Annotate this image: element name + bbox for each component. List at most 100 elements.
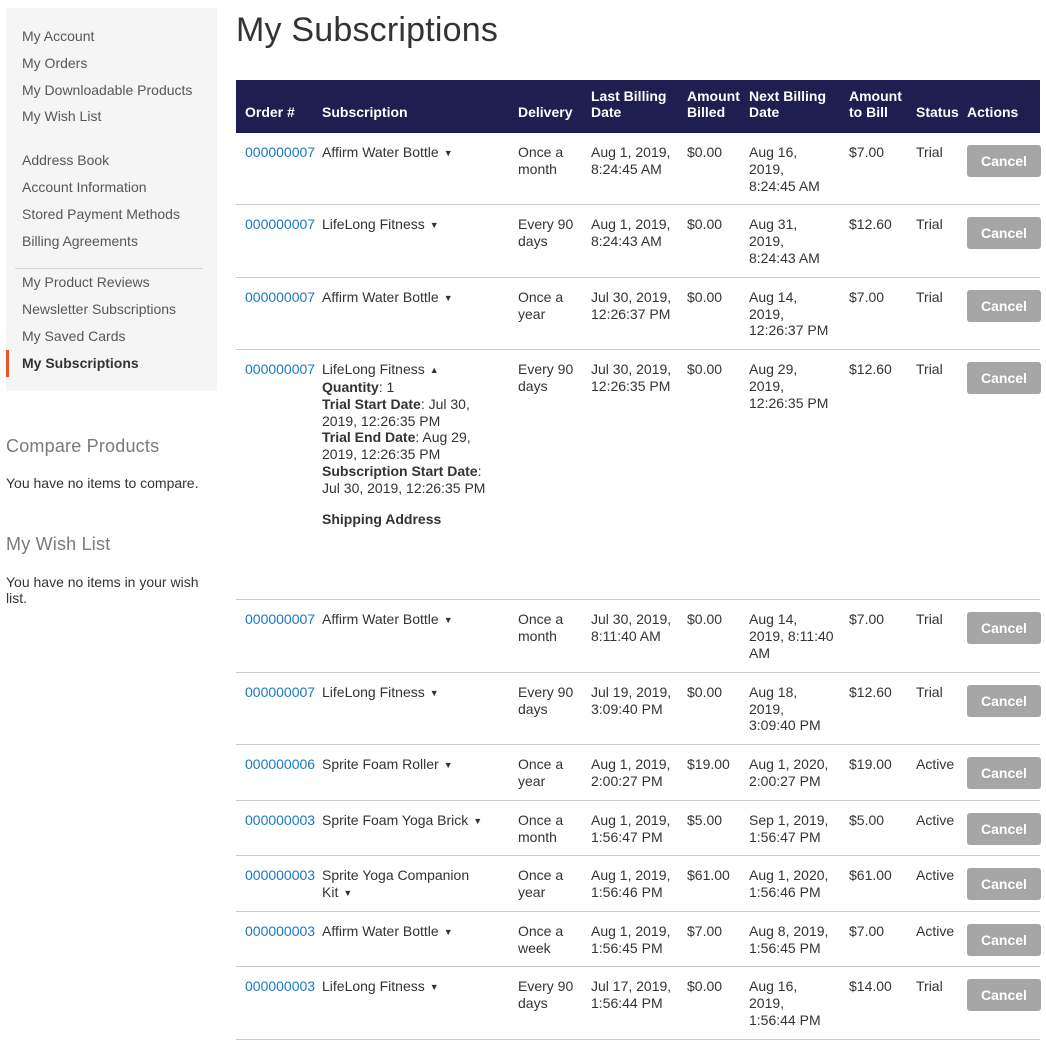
last-billing-cell: Aug 1, 2019, 8:24:45 AM <box>582 132 678 206</box>
left-column: My Account My Orders My Downloadable Produ… <box>6 8 217 607</box>
order-link[interactable]: 000000003 <box>245 978 316 995</box>
cancel-button[interactable]: Cancel <box>967 812 1041 845</box>
actions-cell: Cancel <box>958 911 1041 968</box>
amount-billed-cell: $0.00 <box>678 132 740 206</box>
cancel-button[interactable]: Cancel <box>967 757 1041 790</box>
sidebar-item-account-information[interactable]: Account Information <box>22 178 147 195</box>
cancel-button[interactable]: Cancel <box>967 217 1041 250</box>
expand-arrow-icon[interactable]: ▼ <box>443 926 453 937</box>
sidebar-item-my-product-reviews[interactable]: My Product Reviews <box>22 274 150 291</box>
status-cell: Active <box>907 855 958 912</box>
expand-arrow-icon[interactable]: ▼ <box>443 615 453 626</box>
amount-billed-cell: $0.00 <box>678 204 740 278</box>
last-billing-cell: Jul 30, 2019, 12:26:37 PM <box>582 277 678 351</box>
actions-cell: Cancel <box>958 599 1041 673</box>
expand-arrow-icon[interactable]: ▼ <box>429 982 439 993</box>
cancel-button[interactable]: Cancel <box>967 923 1041 956</box>
subscription-row: 000000003 Sprite Foam Yoga Brick ▼ Once a m… <box>236 800 1041 857</box>
delivery-cell: Once a year <box>509 277 582 351</box>
sidebar-item-billing-agreements[interactable]: Billing Agreements <box>22 232 138 249</box>
status-cell: Trial <box>907 966 958 1040</box>
cancel-button[interactable]: Cancel <box>967 362 1041 395</box>
order-cell: 000000007 <box>236 599 316 673</box>
order-link[interactable]: 000000003 <box>245 867 316 884</box>
sidebar-item-newsletter-subscriptions[interactable]: Newsletter Subscriptions <box>22 301 177 318</box>
amount-to-bill-cell: $5.00 <box>840 800 907 857</box>
cancel-button[interactable]: Cancel <box>967 684 1041 717</box>
subscription-toggle[interactable]: Affirm Water Bottle ▼ <box>322 923 503 940</box>
expand-arrow-icon[interactable]: ▼ <box>429 220 439 231</box>
wishlist-empty-text: You have no items in your wish list. <box>6 573 199 607</box>
subscription-row: 000000006 Sprite Foam Roller ▼ Once a year A… <box>236 744 1041 801</box>
expand-arrow-icon[interactable]: ▼ <box>429 687 439 698</box>
delivery-cell: Once a year <box>509 855 582 912</box>
subscription-toggle[interactable]: LifeLong Fitness ▼ <box>322 684 503 701</box>
subscription-name: Affirm Water Bottle <box>322 611 439 628</box>
subscription-cell: Affirm Water Bottle ▼ <box>313 132 509 206</box>
subscription-toggle[interactable]: Affirm Water Bottle ▼ <box>322 144 503 161</box>
subscription-toggle[interactable]: Affirm Water Bottle ▼ <box>322 289 503 306</box>
cancel-button[interactable]: Cancel <box>967 289 1041 322</box>
order-link[interactable]: 000000006 <box>245 756 316 773</box>
sidebar-item-my-subscriptions[interactable]: My Subscriptions <box>6 349 217 377</box>
subscription-toggle[interactable]: Sprite Foam Roller ▼ <box>322 756 503 773</box>
order-cell: 000000003 <box>236 966 316 1040</box>
order-link[interactable]: 000000007 <box>245 288 316 305</box>
subscriptions-table-body: 000000007 Affirm Water Bottle ▼ Once a mont… <box>236 132 1041 1040</box>
wishlist-title: My Wish List <box>6 533 111 554</box>
subscription-name: LifeLong Fitness <box>322 216 425 233</box>
order-link[interactable]: 000000007 <box>245 683 316 700</box>
sidebar-item-my-account[interactable]: My Account <box>22 28 95 44</box>
cancel-button[interactable]: Cancel <box>967 979 1041 1012</box>
subscription-toggle[interactable]: LifeLong Fitness ▲ <box>322 361 503 378</box>
cancel-button[interactable]: Cancel <box>967 868 1041 901</box>
subscription-toggle[interactable]: Affirm Water Bottle ▼ <box>322 611 503 628</box>
subscription-row: 000000007 Affirm Water Bottle ▼ Once a mont… <box>236 132 1041 206</box>
amount-to-bill-cell: $7.00 <box>840 911 907 968</box>
expand-arrow-icon[interactable]: ▼ <box>473 815 483 826</box>
order-cell: 000000007 <box>236 204 316 278</box>
column-header-amount-billed: Amount Billed <box>678 79 740 133</box>
status-cell: Trial <box>907 204 958 278</box>
subscriptions-table: Order # Subscription Delivery Last Billing … <box>236 79 1041 1040</box>
order-link[interactable]: 000000003 <box>245 922 316 939</box>
detail-line: Trial End Date: Aug 29, 2019, 12:26:35 P… <box>322 429 471 463</box>
subscription-row: 000000007 LifeLong Fitness ▼ Every 90 days J… <box>236 672 1041 746</box>
expand-arrow-icon[interactable]: ▼ <box>343 888 353 899</box>
delivery-cell: Once a month <box>509 800 582 857</box>
subscription-cell: Sprite Foam Yoga Brick ▼ <box>313 800 509 857</box>
collapse-arrow-icon[interactable]: ▲ <box>429 365 439 376</box>
cancel-button[interactable]: Cancel <box>967 144 1041 177</box>
next-billing-cell: Sep 1, 2019, 1:56:47 PM <box>740 800 840 857</box>
subscription-toggle[interactable]: Sprite Yoga Companion Kit ▼ <box>322 867 503 901</box>
sidebar-item-stored-payment-methods[interactable]: Stored Payment Methods <box>22 205 180 222</box>
subscription-toggle[interactable]: Sprite Foam Yoga Brick ▼ <box>322 812 503 829</box>
subscription-cell: Affirm Water Bottle ▼ <box>313 599 509 673</box>
order-link[interactable]: 000000007 <box>245 361 316 378</box>
subscription-toggle[interactable]: LifeLong Fitness ▼ <box>322 216 503 233</box>
order-link[interactable]: 000000007 <box>245 143 316 160</box>
order-link[interactable]: 000000007 <box>245 611 316 628</box>
actions-cell: Cancel <box>958 672 1041 746</box>
next-billing-cell: Aug 1, 2020, 1:56:46 PM <box>740 855 840 912</box>
amount-billed-cell: $61.00 <box>678 855 740 912</box>
expand-arrow-icon[interactable]: ▼ <box>443 292 453 303</box>
expand-arrow-icon[interactable]: ▼ <box>443 147 453 158</box>
account-nav: My Account My Orders My Downloadable Produ… <box>6 8 217 391</box>
sidebar-item-address-book[interactable]: Address Book <box>22 152 110 169</box>
sidebar-item-my-wish-list[interactable]: My Wish List <box>22 108 102 125</box>
order-link[interactable]: 000000007 <box>245 216 316 233</box>
sidebar-item-my-saved-cards[interactable]: My Saved Cards <box>22 327 126 344</box>
sidebar-item-my-downloadable-products[interactable]: My Downloadable Products <box>22 81 193 98</box>
subscription-name: Affirm Water Bottle <box>322 922 439 939</box>
subscription-toggle[interactable]: LifeLong Fitness ▼ <box>322 978 503 995</box>
subscription-cell: Affirm Water Bottle ▼ <box>313 911 509 968</box>
cancel-button[interactable]: Cancel <box>967 612 1041 645</box>
expand-arrow-icon[interactable]: ▼ <box>443 760 453 771</box>
amount-to-bill-cell: $12.60 <box>840 672 907 746</box>
order-link[interactable]: 000000003 <box>245 811 316 828</box>
amount-billed-cell: $7.00 <box>678 911 740 968</box>
column-header-status: Status <box>907 79 959 133</box>
sidebar-item-my-orders[interactable]: My Orders <box>22 54 88 71</box>
last-billing-cell: Aug 1, 2019, 2:00:27 PM <box>582 744 678 801</box>
